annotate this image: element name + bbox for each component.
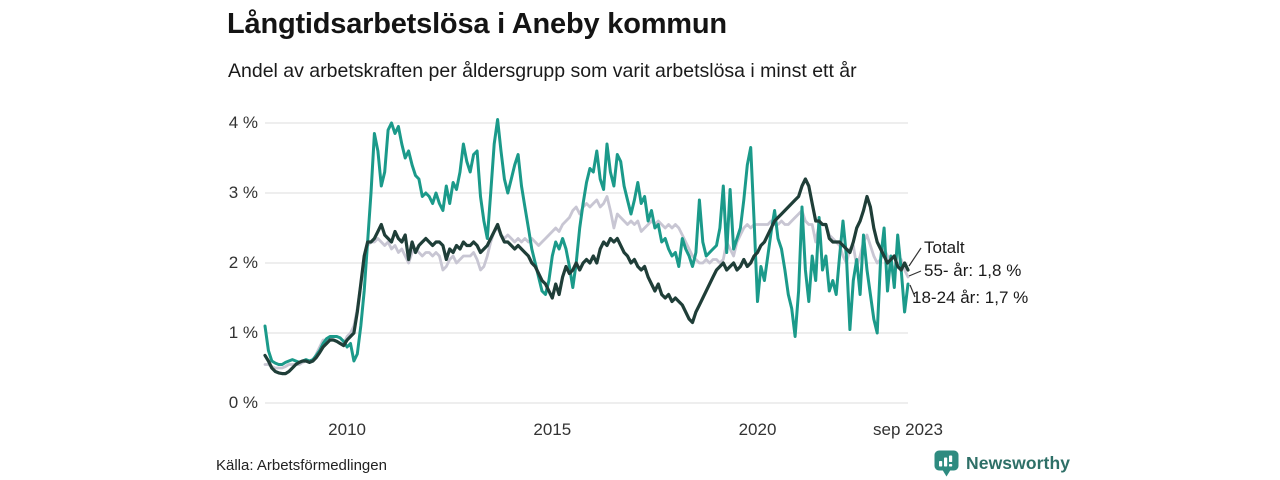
annotation-totalt: Totalt [924,238,965,257]
annotation-18-24-ar: 18-24 år: 1,7 % [912,288,1029,307]
series-line-18-24-r [263,118,910,366]
x-tick-label: sep 2023 [873,420,943,439]
newsworthy-wordmark: Newsworthy [966,453,1071,473]
y-tick-label: 4 % [228,113,258,132]
x-tick-label: 2020 [738,420,777,439]
series-line-totalt [263,177,910,376]
annotation-connector [909,284,916,298]
x-tick-label: 2010 [328,420,366,439]
source-label: Källa: Arbetsförmedlingen [216,457,387,474]
chart-subtitle: Andel av arbetskraften per åldersgrupp s… [228,60,857,82]
y-tick-label: 0 % [228,393,258,412]
y-tick-label: 2 % [228,253,258,272]
y-tick-label: 1 % [228,323,258,342]
annotation-connector [908,247,922,267]
x-tick-label: 2015 [533,420,572,439]
y-tick-label: 3 % [228,183,258,202]
bar-chart-speech-bubble-icon [934,450,959,477]
annotation-connector [908,270,922,277]
annotation-55-ar: 55- år: 1,8 % [924,261,1022,280]
newsworthy-brand: Newsworthy [934,450,1070,477]
chart-title: Långtidsarbetslösa i Aneby kommun [227,8,727,40]
